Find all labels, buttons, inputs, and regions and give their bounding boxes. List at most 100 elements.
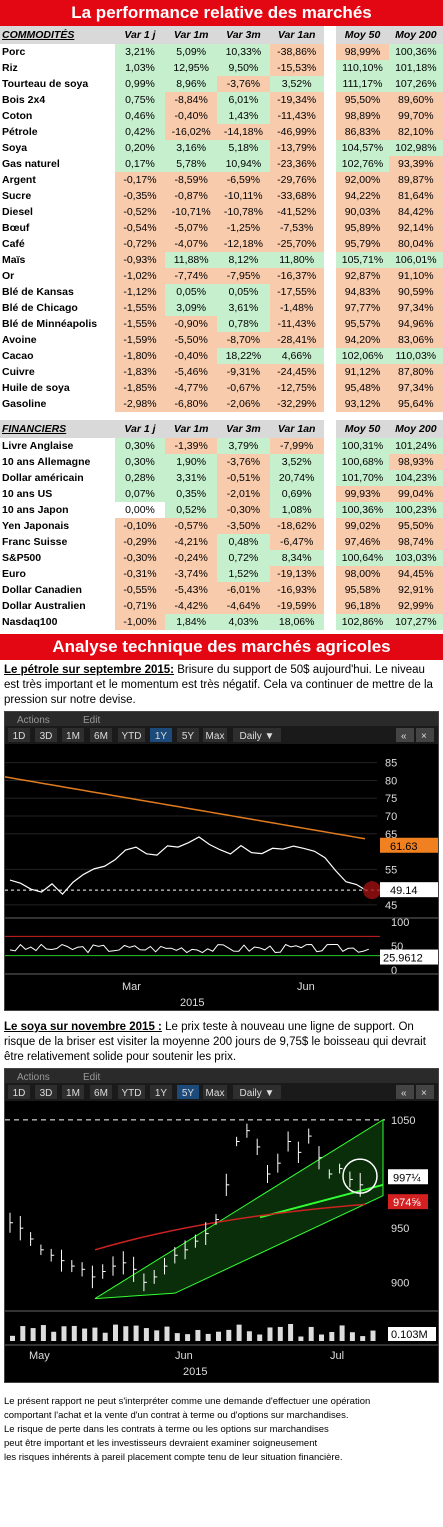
col-header: Moy 50 xyxy=(336,26,389,44)
cell-value: 80,04% xyxy=(388,236,443,252)
cell-value: 3,61% xyxy=(217,300,270,316)
cell-value: 0,30% xyxy=(114,454,166,470)
range-button[interactable] xyxy=(203,728,227,742)
cell-value: -5,50% xyxy=(165,332,218,348)
cell-spacer xyxy=(324,438,337,454)
soy-chart[interactable]: Actions Edit 1D 3D 1M 6M YTD 1Y 5Y Max Daily ▼ « × 10… xyxy=(4,1068,439,1383)
table-row: 10 ans US 0,07% 0,35% -2,01% 0,69% 99,93% 99,0… xyxy=(0,486,443,502)
cell-value: 3,09% xyxy=(165,300,218,316)
range-button[interactable] xyxy=(118,728,145,742)
cell-value: -5,43% xyxy=(165,582,218,598)
highlight-circle xyxy=(363,881,381,900)
cell-value: -10,11% xyxy=(217,188,270,204)
osc-tick-label: 0 xyxy=(391,965,397,977)
cell-value: 3,79% xyxy=(217,438,270,454)
range-button[interactable] xyxy=(150,1085,172,1099)
cell-value: 95,57% xyxy=(336,316,389,332)
cell-value: -18,62% xyxy=(269,518,324,534)
range-button[interactable] xyxy=(118,1085,145,1099)
col-header: Var 1an xyxy=(269,420,324,438)
range-button[interactable] xyxy=(203,1085,227,1099)
cell-spacer xyxy=(324,44,337,60)
table-row: Blé de Kansas -1,12% 0,05% 0,05% -17,55% 94,8… xyxy=(0,284,443,300)
range-button-label: Daily ▼ xyxy=(240,1088,275,1099)
range-button[interactable] xyxy=(233,728,281,742)
volume-bar xyxy=(277,1326,283,1341)
range-button[interactable] xyxy=(150,728,172,742)
price-line xyxy=(9,836,368,896)
cell-value: -1,55% xyxy=(114,316,166,332)
range-button[interactable] xyxy=(8,1085,30,1099)
col-header: Var 3m xyxy=(217,420,270,438)
range-button[interactable] xyxy=(8,728,30,742)
cell-spacer xyxy=(324,124,337,140)
row-label: Avoine xyxy=(2,334,37,346)
volume-bar xyxy=(123,1326,129,1341)
col-header: Var 1m xyxy=(165,420,218,438)
cell-value: -19,34% xyxy=(269,92,324,108)
scroll-left-button[interactable] xyxy=(396,728,414,742)
cell-value: -1,80% xyxy=(114,348,166,364)
close-button[interactable] xyxy=(416,728,434,742)
cell-spacer xyxy=(324,204,337,220)
range-button[interactable] xyxy=(90,1085,112,1099)
cell-value: 0,05% xyxy=(165,284,218,300)
range-button[interactable] xyxy=(62,1085,84,1099)
range-button[interactable] xyxy=(35,1085,57,1099)
close-button[interactable] xyxy=(416,1085,434,1099)
table-row: Dollar Australien -0,71% -4,42% -4,64% -19,5… xyxy=(0,598,443,614)
range-button[interactable] xyxy=(233,1085,281,1099)
cell-value: -3,50% xyxy=(217,518,270,534)
table-row: S&P500 -0,30% -0,24% 0,72% 8,34% 100,64% 103,0… xyxy=(0,550,443,566)
cell-spacer xyxy=(324,284,337,300)
ma-value-tag xyxy=(388,1194,428,1210)
cell-value: 1,43% xyxy=(217,108,270,124)
cell-value: -0,54% xyxy=(114,220,166,236)
range-button[interactable] xyxy=(62,728,84,742)
table-row: Bois 2x4 0,75% -8,84% 6,01% -19,34% 95,50% 89,… xyxy=(0,92,443,108)
cell-spacer xyxy=(324,566,337,582)
cell-value: 1,52% xyxy=(217,566,270,582)
row-label: Nasdaq100 xyxy=(2,616,58,628)
cell-value: -6,80% xyxy=(165,396,218,412)
col-header: Moy 200 xyxy=(388,26,443,44)
range-button-label: 5Y xyxy=(182,1088,195,1099)
table-row: Coton 0,46% -0,40% 1,43% -11,43% 98,89% 99,70% xyxy=(0,108,443,124)
row-label: Dollar Canadien xyxy=(2,584,82,596)
soy-text: Le prix teste à nouveau une ligne de sup… xyxy=(4,1021,426,1063)
cell-value: 100,64% xyxy=(336,550,389,566)
table-row: Porc 3,21% 5,09% 10,33% -38,86% 98,99% 100,36% xyxy=(0,44,443,60)
cell-value: -8,59% xyxy=(165,172,218,188)
range-button-label: 3D xyxy=(40,1088,53,1099)
cell-value: 18,06% xyxy=(269,614,324,630)
toolbar-bg xyxy=(5,712,438,726)
scroll-left-button[interactable] xyxy=(396,1085,414,1099)
volume-bar xyxy=(154,1330,160,1341)
oil-chart[interactable]: Actions Edit 1D 3D 1M 6M YTD 1Y 5Y Max Daily ▼ « × 85… xyxy=(4,711,439,1011)
range-button[interactable] xyxy=(177,728,199,742)
table-row: Maïs -0,93% 11,88% 8,12% 11,80% 105,71% 106,01… xyxy=(0,252,443,268)
cell-value: 95,64% xyxy=(388,396,443,412)
cell-value: 0,00% xyxy=(114,502,166,518)
cell-value: 92,00% xyxy=(336,172,389,188)
range-button[interactable] xyxy=(90,728,112,742)
cell-value: -4,21% xyxy=(165,534,218,550)
cell-value: -29,76% xyxy=(269,172,324,188)
range-button[interactable] xyxy=(177,1085,199,1099)
cell-value: 0,48% xyxy=(217,534,270,550)
cell-value: -1,48% xyxy=(269,300,324,316)
cell-value: 99,93% xyxy=(336,486,389,502)
volume-bar xyxy=(195,1329,201,1341)
range-button-label: Max xyxy=(206,731,225,742)
cell-value: 89,60% xyxy=(388,92,443,108)
cell-value: 98,93% xyxy=(388,454,443,470)
cell-spacer xyxy=(324,486,337,502)
cell-value: -33,68% xyxy=(269,188,324,204)
cell-value: 1,08% xyxy=(269,502,324,518)
row-label: Or xyxy=(2,270,15,282)
cell-value: -16,37% xyxy=(269,268,324,284)
cell-value: -0,51% xyxy=(217,470,270,486)
price-value-tag xyxy=(380,882,438,898)
volume-bar xyxy=(30,1328,36,1341)
range-button[interactable] xyxy=(35,728,57,742)
